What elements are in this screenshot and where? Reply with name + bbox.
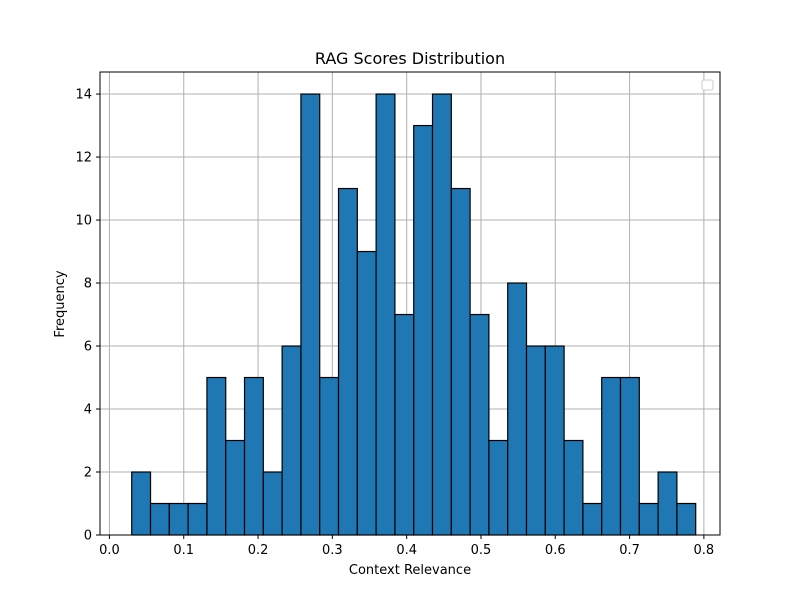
x-tick-label: 0.6 <box>545 543 566 558</box>
y-tick-label: 8 <box>84 277 92 292</box>
x-tick-label: 0.7 <box>619 543 640 558</box>
chart-title: RAG Scores Distribution <box>315 49 505 68</box>
histogram-bar <box>544 345 565 536</box>
y-tick-label: 12 <box>75 151 92 166</box>
histogram-bar <box>676 502 697 536</box>
plot-area-frame <box>99 71 721 536</box>
histogram-bar <box>187 502 208 536</box>
y-axis-ticks: 0 2 4 6 8 10 12 14 <box>75 88 100 544</box>
x-axis-label: Context Relevance <box>349 563 471 578</box>
histogram-bar <box>488 439 509 536</box>
histogram-bar <box>356 250 377 536</box>
histogram-bar <box>337 187 358 536</box>
histogram-bar <box>131 471 152 536</box>
histogram-bars <box>131 93 697 536</box>
x-tick-label: 0.1 <box>173 543 194 558</box>
legend-box <box>701 79 714 91</box>
histogram-bar <box>619 376 640 536</box>
histogram-bar <box>243 376 264 536</box>
y-axis-label: Frequency <box>53 270 68 337</box>
histogram-bar <box>281 345 302 536</box>
histogram-bar <box>413 124 434 536</box>
y-tick-label: 2 <box>84 466 92 481</box>
x-tick-label: 0.5 <box>471 543 492 558</box>
y-tick-label: 10 <box>75 214 92 229</box>
histogram-bar <box>300 93 321 536</box>
histogram-bar <box>394 313 415 536</box>
histogram-bar <box>507 282 528 536</box>
y-tick-label: 0 <box>84 529 92 544</box>
histogram-bar <box>469 313 490 536</box>
y-tick-label: 6 <box>84 340 92 355</box>
histogram-bar <box>525 345 546 536</box>
histogram-bar <box>225 439 246 536</box>
x-axis-ticks: 0.0 0.1 0.2 0.3 0.4 0.5 0.6 0.7 0.8 <box>99 535 714 558</box>
histogram-bar <box>431 93 452 536</box>
histogram-bar <box>375 93 396 536</box>
histogram-bar <box>319 376 340 536</box>
x-tick-label: 0.8 <box>694 543 715 558</box>
x-tick-label: 0.3 <box>322 543 343 558</box>
histogram-bar <box>582 502 603 536</box>
x-tick-label: 0.2 <box>248 543 269 558</box>
x-tick-label: 0.4 <box>396 543 417 558</box>
y-tick-label: 14 <box>75 88 92 103</box>
x-tick-label: 0.0 <box>99 543 120 558</box>
histogram-bar <box>206 376 227 536</box>
histogram-bar <box>563 439 584 536</box>
y-tick-label: 4 <box>84 403 92 418</box>
histogram-bar <box>450 187 471 536</box>
histogram-bar <box>657 471 678 536</box>
histogram-bar <box>601 376 622 536</box>
histogram-bar <box>149 502 170 536</box>
histogram-bar <box>262 471 283 536</box>
histogram-bar <box>168 502 189 536</box>
histogram-bar <box>638 502 659 536</box>
